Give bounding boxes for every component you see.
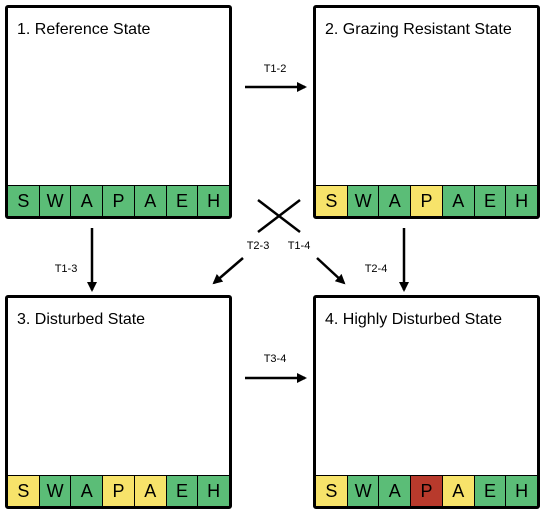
transition-label: T3-4 [264, 353, 287, 365]
cell: S [316, 476, 348, 506]
cell: W [347, 476, 380, 506]
state-box: 1. Reference State S W A P A E H [5, 5, 232, 219]
cell: E [474, 476, 507, 506]
transition-label: T2-3 [247, 240, 270, 252]
cell: P [103, 476, 135, 506]
cell: E [474, 186, 507, 216]
cell: H [506, 186, 538, 216]
cell: S [316, 186, 348, 216]
cell: A [71, 186, 104, 216]
cell: P [411, 476, 443, 506]
transition-label: T1-4 [288, 240, 311, 252]
cell: W [39, 186, 72, 216]
cross-line [257, 199, 301, 233]
state-box: 2. Grazing Resistant State S W A P A E H [313, 5, 540, 219]
transition-label: T1-3 [55, 263, 78, 275]
cell: E [166, 186, 199, 216]
arrow [316, 257, 346, 285]
cell: A [134, 186, 167, 216]
cell: W [347, 186, 380, 216]
arrow [212, 257, 244, 285]
cell: H [506, 476, 538, 506]
cell: A [379, 186, 412, 216]
cell: A [71, 476, 104, 506]
cell: P [103, 186, 135, 216]
cell: P [411, 186, 443, 216]
cell: H [198, 186, 230, 216]
state-title: 1. Reference State [17, 21, 151, 38]
transition-label: T1-2 [264, 63, 287, 75]
state-title: 2. Grazing Resistant State [325, 21, 512, 38]
transition-label: T2-4 [365, 263, 388, 275]
cell: W [39, 476, 72, 506]
state-title: 3. Disturbed State [17, 311, 146, 328]
cell: S [8, 476, 40, 506]
state-box: 3. Disturbed State S W A P A E H [5, 295, 232, 509]
cell: E [166, 476, 199, 506]
cell: A [134, 476, 167, 506]
state-box: 4. Highly Disturbed State S W A P A E H [313, 295, 540, 509]
cell: A [379, 476, 412, 506]
cell: A [442, 186, 475, 216]
state-title: 4. Highly Disturbed State [325, 311, 502, 328]
cell: H [198, 476, 230, 506]
cell: S [8, 186, 40, 216]
cell: A [442, 476, 475, 506]
